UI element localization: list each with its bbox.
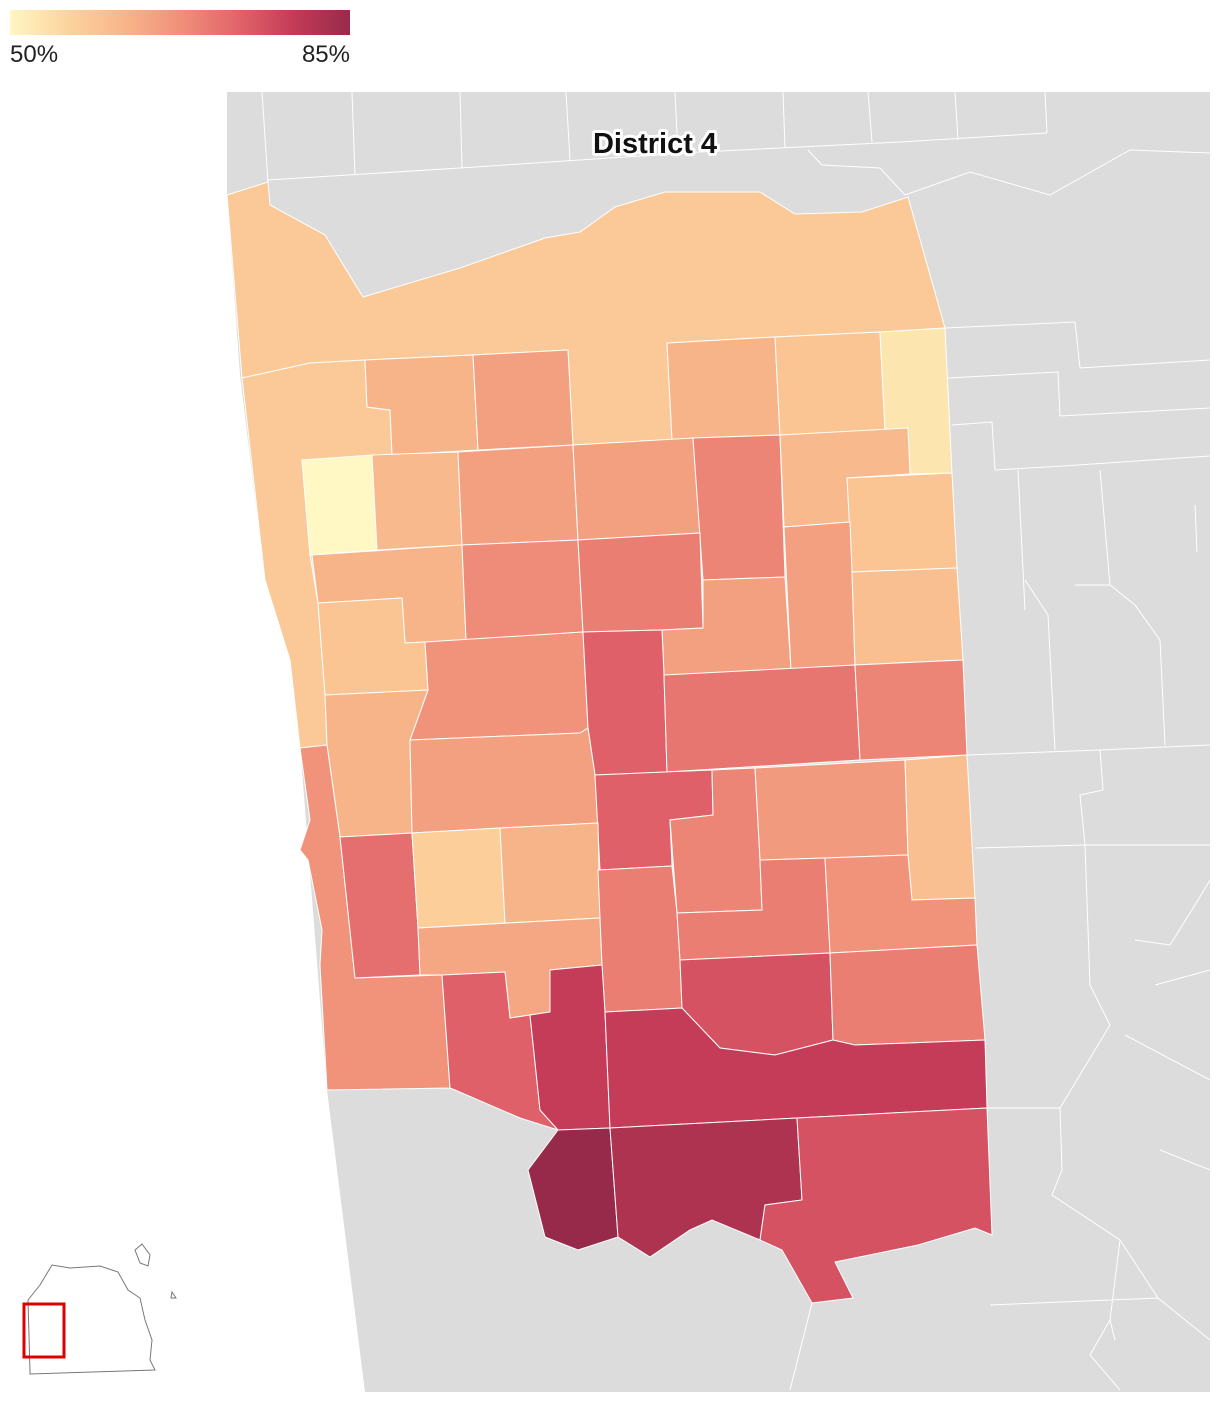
precinct — [409, 727, 599, 834]
precinct — [301, 454, 378, 556]
map-title: District 4 — [593, 128, 717, 160]
ocean — [0, 92, 365, 1404]
precinct — [846, 472, 958, 573]
legend-colorbar — [10, 10, 350, 35]
precinct — [472, 349, 574, 451]
precincts — [226, 181, 993, 1304]
precinct — [774, 331, 886, 436]
precinct — [663, 664, 861, 773]
precinct — [411, 827, 506, 929]
precinct — [577, 532, 704, 633]
precinct — [904, 754, 976, 901]
precinct — [409, 631, 589, 741]
precinct — [582, 629, 668, 776]
legend-label: 85% — [302, 41, 350, 68]
precinct — [461, 539, 584, 641]
precinct — [597, 865, 683, 1013]
precinct — [457, 444, 579, 546]
precinct — [829, 944, 986, 1046]
precinct — [692, 434, 786, 581]
precinct — [754, 759, 909, 861]
precinct — [851, 567, 964, 666]
inset-islands — [134, 1243, 177, 1299]
precinct — [854, 659, 968, 761]
precinct — [759, 1107, 993, 1304]
precinct — [783, 521, 856, 671]
precinct — [666, 336, 781, 441]
inset-city — [27, 1264, 156, 1375]
precinct — [572, 437, 701, 541]
precinct — [371, 451, 463, 551]
street-lines — [261, 91, 1211, 1391]
inset-highlight — [22, 1302, 66, 1359]
legend-label: 50% — [10, 41, 58, 68]
precinct — [499, 822, 601, 924]
inset-map — [22, 1243, 177, 1375]
legend: 50% 85% — [10, 10, 350, 68]
